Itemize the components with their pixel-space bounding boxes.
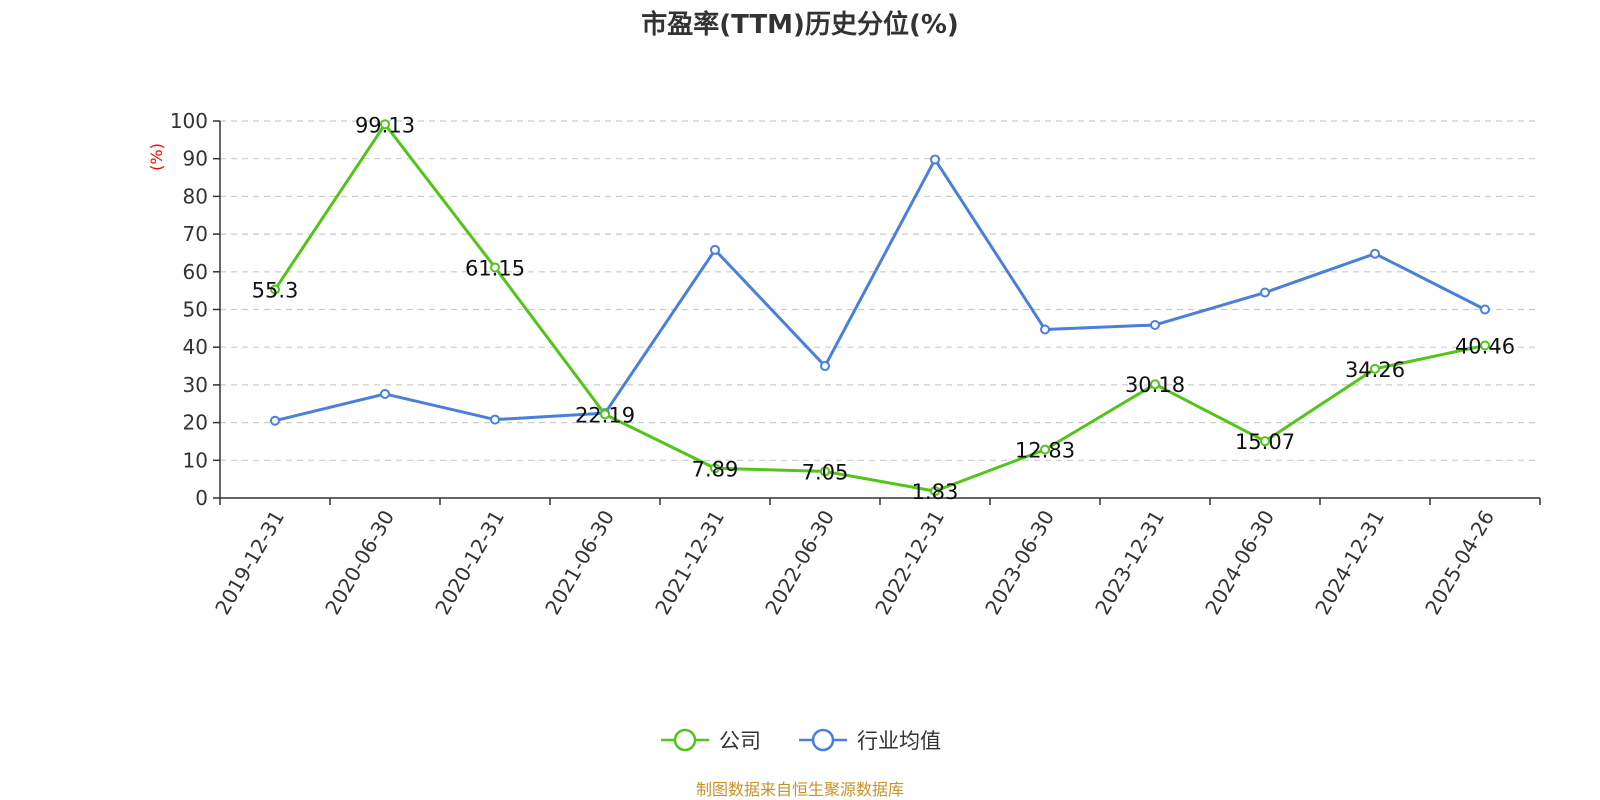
legend-marker [673, 728, 697, 752]
data-point-company [600, 409, 610, 420]
y-tick-label: 50 [183, 298, 208, 322]
y-tick-label: 100 [170, 109, 208, 133]
x-tick-label: 2022-12-31 [870, 506, 949, 619]
x-tick-label: 2025-04-26 [1420, 506, 1499, 619]
data-point-industry-avg [1260, 287, 1270, 298]
data-label: 7.05 [802, 460, 849, 484]
x-tick-label: 2022-06-30 [760, 506, 839, 619]
data-label: 30.18 [1125, 373, 1185, 397]
grid-lines [220, 120, 1540, 461]
data-point-industry-avg [270, 415, 280, 426]
data-label: 22.19 [575, 403, 635, 427]
data-label: 7.89 [692, 457, 739, 481]
data-point-industry-avg [710, 244, 720, 255]
data-label: 61.15 [465, 256, 525, 280]
y-tick-label: 0 [195, 486, 208, 510]
data-point-company [490, 262, 500, 273]
data-point-company [820, 466, 830, 477]
data-point-company [1260, 436, 1270, 447]
data-point-company [380, 119, 390, 130]
y-tick-label: 30 [183, 373, 208, 397]
data-label: 15.07 [1235, 430, 1295, 454]
y-tick-label: 10 [183, 448, 208, 472]
data-point-industry-avg [820, 361, 830, 372]
series-layer [270, 119, 1490, 497]
x-tick-label: 2019-12-31 [210, 506, 289, 619]
data-point-company [1370, 363, 1380, 374]
y-tick-label: 40 [183, 335, 208, 359]
y-tick-label: 90 [183, 147, 208, 171]
source-note: 制图数据来自恒生聚源数据库 [696, 780, 904, 799]
x-tick-label: 2023-12-31 [1090, 506, 1169, 619]
data-point-company [270, 284, 280, 295]
data-point-company [1040, 444, 1050, 455]
x-tick-label: 2023-06-30 [980, 506, 1059, 619]
data-point-industry-avg [380, 388, 390, 399]
chart-title: 市盈率(TTM)历史分位(%) [641, 9, 959, 40]
data-label: 34.26 [1345, 358, 1405, 382]
y-tick-label: 20 [183, 411, 208, 435]
data-point-company [1150, 379, 1160, 390]
x-tick-label: 2020-06-30 [320, 506, 399, 619]
data-label: 12.83 [1015, 439, 1075, 463]
data-labels: 55.3 99.13 61.15 22.19 7.89 7.05 1.83 12.83 30.1… [252, 113, 1515, 504]
x-tick-label: 2021-06-30 [540, 506, 619, 619]
legend-marker [811, 728, 835, 752]
legend-label: 行业均值 [857, 729, 941, 753]
y-tick-label: 70 [183, 222, 208, 246]
data-label: 1.83 [912, 480, 959, 504]
series-line-company [273, 122, 1487, 493]
axes: 0 10 20 30 40 50 60 70 80 90 100 2019-12-31 2020-06-… [170, 109, 1541, 619]
y-axis-label: (%) [147, 143, 166, 171]
data-point-industry-avg [490, 414, 500, 425]
data-point-industry-avg [1040, 324, 1050, 335]
data-point-industry-avg [1150, 319, 1160, 330]
x-tick-label: 2024-12-31 [1310, 506, 1389, 619]
data-point-industry-avg [930, 154, 940, 165]
data-point-company [1480, 340, 1490, 351]
data-label: 40.46 [1455, 334, 1515, 358]
y-tick-label: 60 [183, 260, 208, 284]
x-tick-label: 2020-12-31 [430, 506, 509, 619]
series-line-industry-avg [273, 157, 1487, 423]
y-tick-label: 80 [183, 184, 208, 208]
legend: 公司 行业均值 [661, 728, 941, 753]
data-point-company [930, 486, 940, 497]
x-tick-label: 2021-12-31 [650, 506, 729, 619]
data-label: 99.13 [355, 113, 415, 137]
data-label: 55.3 [252, 279, 299, 303]
data-point-industry-avg [1370, 248, 1380, 259]
data-point-industry-avg [1480, 304, 1490, 315]
legend-item-industry-avg: 行业均值 [799, 728, 941, 753]
legend-item-company: 公司 [661, 728, 761, 753]
x-tick-label: 2024-06-30 [1200, 506, 1279, 619]
legend-label: 公司 [719, 729, 761, 753]
data-point-company [710, 463, 720, 474]
